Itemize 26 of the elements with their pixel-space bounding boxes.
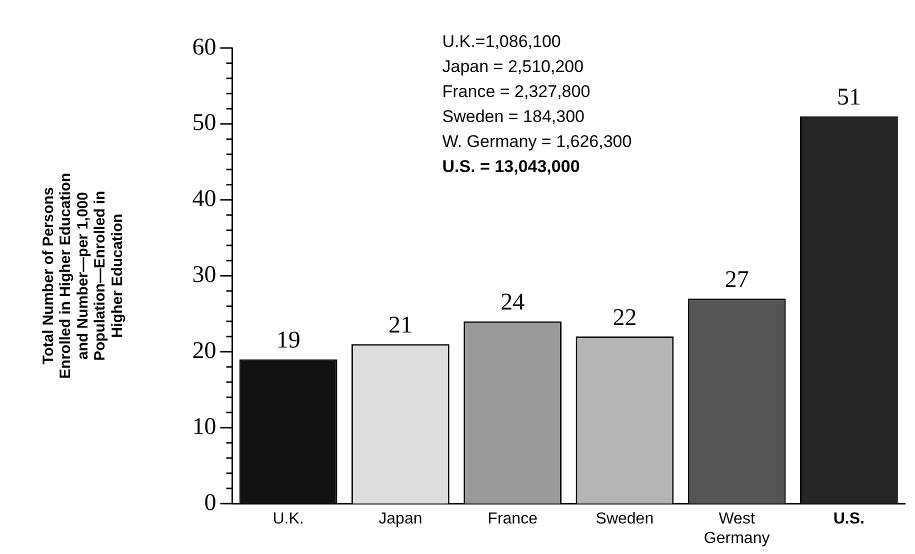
x-tick-label: West Germany — [704, 510, 770, 547]
x-tick-label: Japan — [378, 510, 422, 528]
y-tick-label: 60 — [192, 34, 216, 60]
y-tick-label: 40 — [192, 186, 216, 212]
annotation: W. Germany = 1,626,300 — [442, 132, 632, 152]
y-tick-label: 0 — [204, 490, 216, 516]
data-label: 22 — [612, 304, 637, 331]
x-tick-label: U.K. — [272, 510, 304, 528]
data-label: 51 — [836, 84, 861, 111]
data-label: 24 — [500, 290, 525, 316]
annotation: France = 2,327,800 — [442, 82, 590, 102]
data-label: 21 — [388, 312, 412, 338]
annotation: U.S. = 13,043,000 — [442, 157, 580, 176]
x-tick-label: France — [488, 510, 538, 528]
annotation: Japan = 2,510,200 — [442, 57, 584, 76]
annotation: U.K.=1,086,100 — [442, 32, 561, 52]
y-tick-label: 10 — [192, 414, 216, 440]
annotation: Sweden = 184,300 — [442, 107, 585, 126]
y-axis-title: Total Number of Persons Enrolled in Higher Education and Number—per 1,000 Population—Enrolled in Higher Education — [40, 172, 126, 379]
data-label: 19 — [276, 328, 300, 354]
y-tick-label: 30 — [192, 262, 216, 288]
y-tick-label: 20 — [192, 338, 216, 364]
y-tick-label: 50 — [192, 110, 216, 136]
x-tick-label: U.S. — [833, 510, 864, 528]
data-label: 27 — [724, 266, 749, 293]
x-tick-label: Sweden — [596, 510, 654, 528]
